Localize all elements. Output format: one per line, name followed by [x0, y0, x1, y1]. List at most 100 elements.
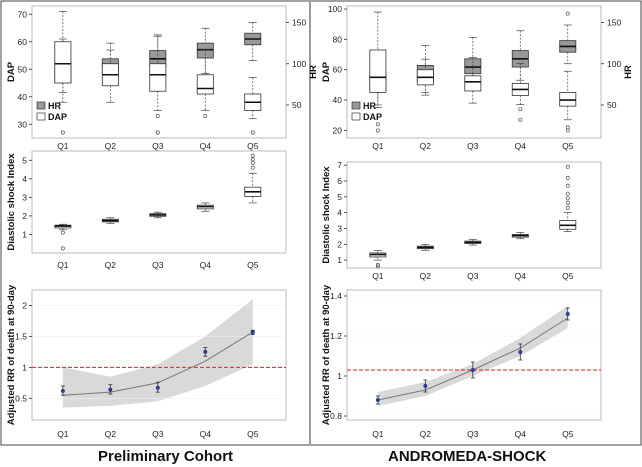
prelim-dsi-category-label: Q3 — [152, 260, 164, 270]
andromeda-dap-hr-box — [464, 75, 482, 92]
prelim-rr-ylabel: Adjusted RR of death at 90-day — [6, 284, 17, 425]
prelim-dap-hr-category-label: Q4 — [200, 141, 212, 151]
andromeda-dap-hr-category-label: Q3 — [467, 141, 479, 151]
andromeda-dsi-outlier — [375, 264, 380, 269]
andromeda-rr-point — [470, 367, 475, 373]
andromeda-dsi-category-label: Q4 — [515, 271, 527, 281]
andromeda-dsi-outlier — [565, 201, 570, 206]
andromeda-dap-hr-legend-label: DAP — [363, 112, 382, 122]
andromeda-dsi-outlier — [565, 196, 570, 201]
andromeda-dsi-ytick-label: 5 — [337, 192, 342, 202]
andromeda-dap-hr-y2tick-label: 50 — [607, 100, 617, 110]
andromeda-dap-hr-category-label: Q1 — [372, 141, 384, 151]
prelim-rr-category-label: Q1 — [57, 429, 69, 439]
andromeda-dsi-outlier — [565, 164, 570, 169]
andromeda-dsi-ytick-label: 2 — [337, 239, 342, 249]
prelim-rr-ytick-label: 1.5 — [15, 331, 27, 341]
andromeda-rr-category-label: Q4 — [515, 429, 527, 439]
prelim-rr-point — [108, 387, 113, 392]
andromeda-dap-hr-ytick-label: 80 — [333, 34, 343, 44]
andromeda-dsi-ytick-label: 7 — [337, 160, 342, 170]
prelim-rr-category-label: Q5 — [247, 429, 259, 439]
prelim-rr-point — [250, 330, 255, 335]
cohort-title-right: ANDROMEDA-SHOCK — [388, 448, 547, 465]
andromeda-dap-hr-ytick-label: 100 — [328, 4, 342, 14]
prelim-dap-hr-legend-swatch — [36, 101, 46, 110]
andromeda-dap-hr-legend-label: HR — [363, 101, 376, 111]
prelim-dap-hr-ylabel: DAP — [6, 61, 17, 82]
prelim-dsi-category-label: Q2 — [105, 260, 117, 270]
prelim-dap-hr-y2tick-label: 150 — [292, 18, 306, 28]
prelim-dap-hr-ytick-label: 30 — [18, 119, 28, 129]
andromeda-rr-point — [375, 397, 380, 403]
andromeda-dap-hr-y2tick-label: 150 — [607, 18, 621, 28]
andromeda-dap-hr-ylabel: DAP — [321, 61, 332, 82]
andromeda-dap-hr-outlier — [565, 128, 570, 133]
andromeda-dsi-outlier — [565, 175, 570, 180]
andromeda-dap-hr-outlier — [565, 11, 570, 16]
panel-border-andromeda-rr — [346, 289, 602, 421]
andromeda-dap-hr-category-label: Q4 — [515, 141, 527, 151]
prelim-dsi-category-label: Q1 — [57, 260, 69, 270]
prelim-rr-category-label: Q2 — [105, 429, 117, 439]
prelim-dap-hr-category-label: Q3 — [152, 141, 164, 151]
panel-border-andromeda-dsi — [346, 161, 602, 269]
prelim-rr-point — [155, 385, 160, 390]
andromeda-rr-ci-band — [377, 306, 568, 406]
andromeda-dsi-ytick-label: 4 — [337, 208, 342, 218]
andromeda-rr-point — [423, 383, 428, 389]
andromeda-dsi-category-label: Q5 — [562, 271, 574, 281]
andromeda-dap-hr-outlier — [375, 128, 380, 133]
prelim-dsi-outlier — [250, 153, 255, 158]
prelim-dap-hr-y2label: HR — [308, 65, 319, 79]
andromeda-rr-ytick-label: 1.2 — [330, 331, 342, 341]
outer-frame — [0, 0, 642, 446]
prelim-dap-hr-category-label: Q1 — [57, 141, 69, 151]
prelim-dap-hr-legend-label: HR — [48, 101, 61, 111]
prelim-dsi-outlier — [250, 161, 255, 166]
prelim-dsi-ytick-label: 2 — [22, 211, 27, 221]
prelim-rr-category-label: Q3 — [152, 429, 164, 439]
prelim-dap-hr-category-label: Q2 — [105, 141, 117, 151]
prelim-rr-category-label: Q4 — [200, 429, 212, 439]
andromeda-rr-ylabel: Adjusted RR of death at 90-day — [321, 284, 332, 425]
prelim-dsi-ylabel: Diastolic shock Index — [6, 153, 17, 251]
andromeda-dap-hr-ytick-label: 60 — [333, 65, 343, 75]
prelim-dsi-ytick-label: 1 — [22, 229, 27, 239]
cohort-title-left: Preliminary Cohort — [98, 448, 234, 465]
prelim-rr-ytick-label: 1 — [22, 362, 27, 372]
andromeda-dap-hr-ytick-label: 40 — [333, 95, 343, 105]
andromeda-dsi-outlier — [565, 191, 570, 196]
prelim-dap-hr-outlier — [250, 130, 255, 135]
prelim-dap-hr-legend-swatch — [36, 112, 46, 121]
prelim-dsi-ytick-label: 3 — [22, 192, 27, 202]
prelim-dap-hr-outlier — [155, 114, 160, 118]
prelim-dap-hr-category-label: Q5 — [247, 141, 259, 151]
prelim-dap-hr-ytick-label: 70 — [18, 9, 28, 19]
andromeda-dap-hr-legend-swatch — [351, 112, 361, 121]
prelim-dap-hr-outlier — [60, 130, 65, 135]
andromeda-dsi-outlier — [565, 205, 570, 210]
andromeda-rr-category-label: Q5 — [562, 429, 574, 439]
prelim-dap-hr-outlier — [155, 130, 160, 135]
andromeda-rr-point — [518, 349, 523, 355]
panel-border-prelim-dap-hr — [31, 5, 287, 139]
andromeda-dsi-outlier — [375, 262, 380, 267]
andromeda-dap-hr-outlier — [375, 122, 380, 127]
andromeda-dsi-category-label: Q3 — [467, 271, 479, 281]
panel-border-prelim-dsi — [31, 150, 287, 254]
prelim-dap-hr-ytick-label: 40 — [18, 92, 28, 102]
prelim-rr-ci-band — [62, 299, 253, 408]
andromeda-dap-hr-y2label: HR — [623, 65, 634, 79]
prelim-dsi-outlier — [250, 157, 255, 162]
andromeda-rr-category-label: Q1 — [372, 429, 384, 439]
panel-border-prelim-rr — [31, 289, 287, 421]
andromeda-dsi-ytick-label: 6 — [337, 176, 342, 186]
andromeda-dsi-ylabel: Diastolic shock Index — [321, 166, 332, 264]
andromeda-dsi-outlier — [565, 183, 570, 188]
prelim-dap-hr-legend-label: DAP — [48, 112, 67, 122]
prelim-dap-hr-box — [54, 41, 72, 84]
andromeda-rr-ytick-label: 0.8 — [330, 411, 342, 421]
prelim-dap-hr-y2tick-label: 50 — [292, 100, 302, 110]
andromeda-dap-hr-legend-swatch — [351, 101, 361, 110]
